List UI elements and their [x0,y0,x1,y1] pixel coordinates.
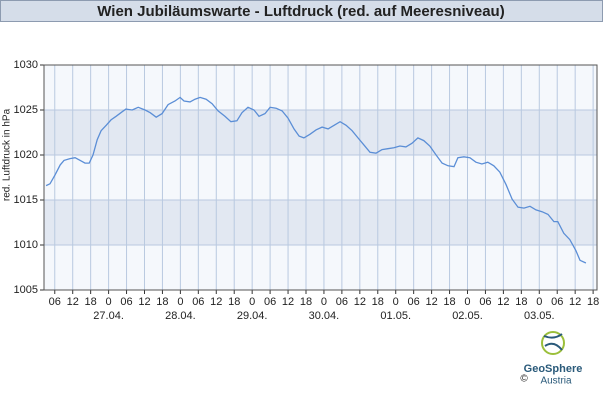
y-axis-title: red. Luftdruck in hPa [2,108,13,201]
band [44,200,597,245]
x-tick-label: 18 [228,296,240,308]
y-tick-label: 1030 [14,59,38,71]
band [44,110,597,155]
logo-sub: Austria [540,376,572,387]
logo: GeoSphere Austria © [520,331,583,387]
plot-frame [43,64,598,291]
x-tick-label: 06 [120,296,132,308]
x-tick-label: 06 [49,296,61,308]
x-date-label: 29.04. [237,310,268,322]
x-date-label: 27.04. [93,310,124,322]
x-tick-label: 12 [67,296,79,308]
x-tick-label: 18 [300,296,312,308]
x-date-label: 02.05. [452,310,483,322]
logo-mark [541,331,565,355]
x-tick-label: 18 [85,296,97,308]
x-tick-label: 0 [249,296,255,308]
x-tick-label: 12 [210,296,222,308]
x-tick-label: 0 [536,296,542,308]
x-tick-label: 12 [569,296,581,308]
x-tick-label: 06 [192,296,204,308]
y-tick-label: 1025 [14,104,38,116]
y-tick-label: 1005 [14,284,38,296]
x-date-label: 28.04. [165,310,196,322]
x-tick-label: 18 [443,296,455,308]
x-tick-label: 18 [156,296,168,308]
logo-name: GeoSphere [524,363,583,375]
x-tick-label: 18 [587,296,599,308]
x-tick-label: 18 [515,296,527,308]
x-tick-label: 12 [354,296,366,308]
x-tick-label: 06 [408,296,420,308]
logo-mark [543,333,563,351]
chart-title: Wien Jubiläumswarte - Luftdruck (red. au… [97,3,504,20]
x-tick-label: 12 [138,296,150,308]
x-date-label: 03.05. [524,310,555,322]
x-tick-label: 06 [551,296,563,308]
x-tick-label: 0 [106,296,112,308]
x-tick-label: 12 [497,296,509,308]
copyright: © [520,374,528,385]
y-tick-label: 1020 [14,149,38,161]
x-tick-label: 0 [393,296,399,308]
y-tick-label: 1015 [14,194,38,206]
plot-area [44,65,597,290]
x-tick-label: 0 [321,296,327,308]
x-tick-label: 06 [479,296,491,308]
line-series [45,96,587,264]
x-tick-label: 18 [372,296,384,308]
y-tick-label: 1010 [14,239,38,251]
x-tick-label: 0 [177,296,183,308]
x-tick-label: 0 [464,296,470,308]
x-date-label: 30.04. [309,310,340,322]
x-tick-label: 06 [336,296,348,308]
x-tick-label: 12 [282,296,294,308]
x-tick-label: 12 [425,296,437,308]
x-tick-label: 06 [264,296,276,308]
x-date-label: 01.05. [380,310,411,322]
